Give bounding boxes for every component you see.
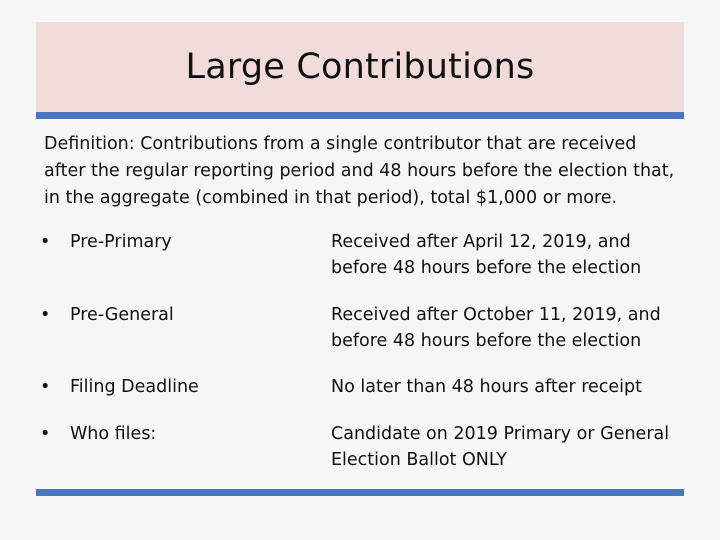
bullet-icon: •	[40, 377, 51, 397]
row-label: Pre-General	[70, 305, 174, 325]
row-detail: Received after October 11, 2019, and bef…	[331, 305, 661, 351]
bullet-icon: •	[40, 232, 51, 252]
row-label: Pre-Primary	[70, 232, 172, 252]
definition-text: Definition: Contributions from a single …	[44, 134, 675, 208]
row-label: Filing Deadline	[70, 377, 199, 397]
row-detail: Received after April 12, 2019, and befor…	[331, 232, 642, 278]
bullet-icon: •	[40, 305, 51, 325]
row-detail: Candidate on 2019 Primary or General Ele…	[331, 424, 670, 470]
page-title: Large Contributions	[185, 47, 535, 87]
bullet-icon: •	[40, 424, 51, 444]
bottom-divider	[36, 489, 684, 496]
row-detail: No later than 48 hours after receipt	[331, 377, 643, 397]
top-divider	[36, 112, 684, 119]
row-label: Who files:	[70, 424, 157, 444]
title-band: Large Contributions	[36, 22, 684, 112]
